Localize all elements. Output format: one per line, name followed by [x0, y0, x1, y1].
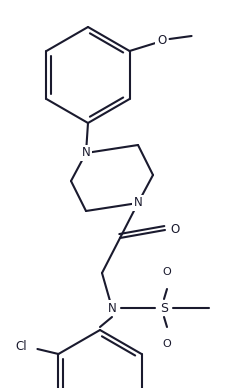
Text: N: N: [107, 301, 116, 315]
Text: O: O: [162, 339, 171, 349]
Text: O: O: [162, 267, 171, 277]
Text: O: O: [156, 35, 165, 47]
Text: N: N: [81, 147, 90, 159]
Text: S: S: [159, 301, 167, 315]
Text: O: O: [170, 223, 179, 237]
Text: N: N: [133, 196, 142, 210]
Text: Cl: Cl: [16, 341, 27, 353]
